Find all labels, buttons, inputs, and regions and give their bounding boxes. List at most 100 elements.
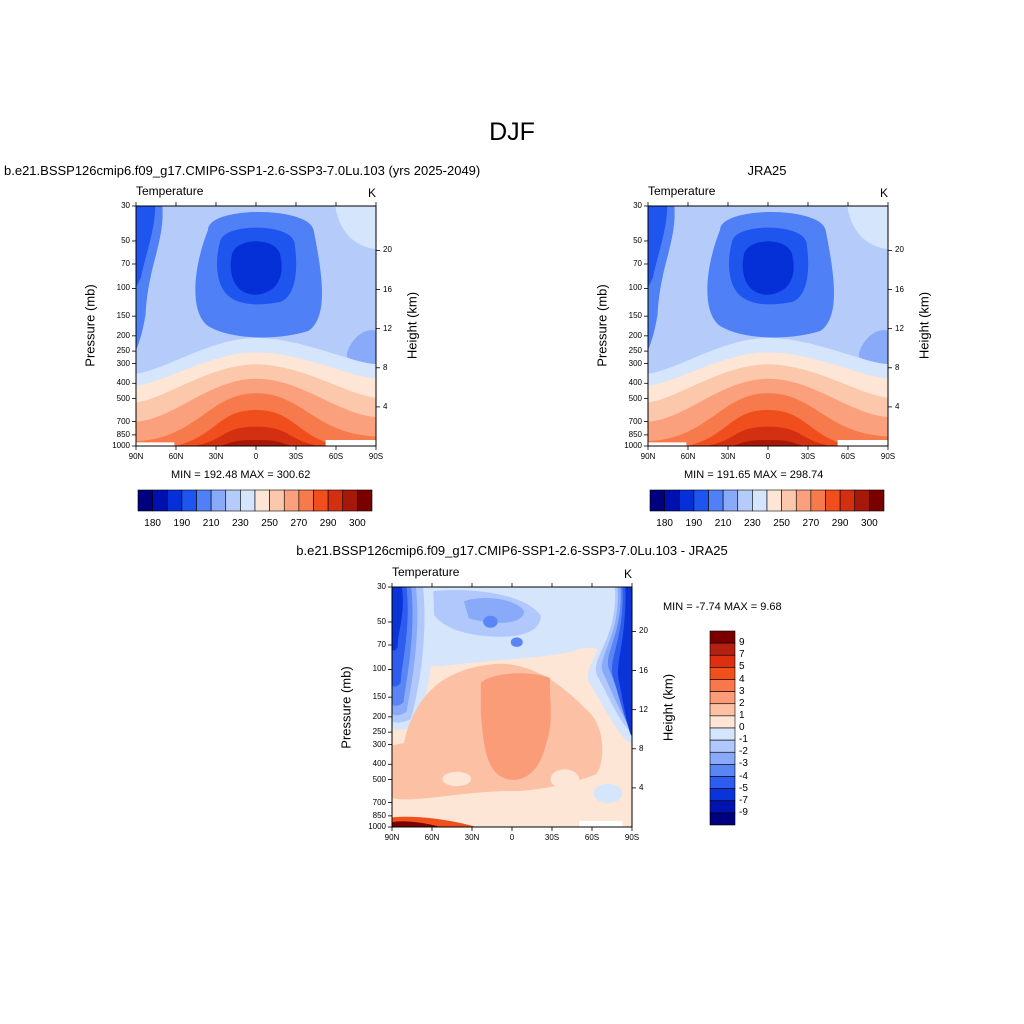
colorbar-label-diff: 2 xyxy=(739,697,745,709)
y-tick-label-obs: 300 xyxy=(628,358,642,368)
colorbar-swatch xyxy=(766,489,782,512)
colorbar-swatch xyxy=(664,489,680,512)
y2-tick-label-model: 4 xyxy=(383,401,388,411)
y-tick-label-model: 300 xyxy=(116,358,130,368)
variable-label-model: Temperature xyxy=(136,184,204,198)
colorbar-swatch xyxy=(240,489,256,512)
contour-fill xyxy=(335,206,376,250)
contour-fill xyxy=(483,615,498,628)
contour-fill xyxy=(194,426,319,446)
y-tick-label-obs: 200 xyxy=(628,330,642,340)
contour-fill xyxy=(742,241,794,295)
contour-fill xyxy=(392,821,440,827)
colorbar-swatch xyxy=(342,489,358,512)
y2-tick-label-diff: 12 xyxy=(639,704,648,714)
colorbar-label-model: 300 xyxy=(349,518,366,529)
plot-area-diff xyxy=(391,586,633,828)
colorbar-label-diff: -4 xyxy=(739,770,748,782)
x-tick-label-obs: 60N xyxy=(680,452,696,461)
x-tick-label-obs: 60S xyxy=(840,452,856,461)
colorbar-swatch xyxy=(781,489,797,512)
y-tick-label-diff: 70 xyxy=(377,639,386,649)
contour-fill xyxy=(346,330,376,365)
x-tick-label-model: 30S xyxy=(288,452,304,461)
y-tick-label-obs: 150 xyxy=(628,311,642,321)
colorbar-label-model: 210 xyxy=(202,518,220,529)
x-tick-label-obs: 30N xyxy=(720,452,736,461)
colorbar-label-obs: 300 xyxy=(861,518,878,529)
colorbar-label-model: 190 xyxy=(173,518,191,529)
contour-fill xyxy=(442,771,472,787)
missing-mask xyxy=(648,442,687,446)
colorbar-swatch xyxy=(709,751,736,765)
colorbar-label-diff: -9 xyxy=(739,806,748,818)
colorbar-label-diff: 1 xyxy=(739,709,745,721)
y-tick-label-obs: 1000 xyxy=(624,441,642,450)
y-tick-label-model: 70 xyxy=(121,258,130,268)
x-tick-label-model: 90S xyxy=(368,452,384,461)
contour-fill xyxy=(858,330,888,365)
y-tick-label-obs: 250 xyxy=(628,346,642,356)
contour-fill xyxy=(510,637,523,647)
x-tick-label-model: 90N xyxy=(128,452,144,461)
colorbar-swatch xyxy=(709,800,736,814)
x-tick-label-model: 60S xyxy=(328,452,344,461)
plot-area-obs xyxy=(647,205,889,447)
contour-fill xyxy=(392,587,403,651)
panel-title-model: b.e21.BSSP126cmip6.f09_g17.CMIP6-SSP1-2.… xyxy=(4,163,481,178)
colorbar-swatch xyxy=(181,489,197,512)
y2-tick-label-model: 8 xyxy=(383,362,388,372)
y-tick-label-diff: 250 xyxy=(372,727,386,737)
colorbar-label-model: 270 xyxy=(290,518,308,529)
colorbar-label-diff: 0 xyxy=(739,722,745,733)
colorbar-swatch xyxy=(854,489,870,512)
colorbar-swatch xyxy=(269,489,285,512)
y-tick-label-model: 500 xyxy=(116,393,130,403)
colorbar-swatch xyxy=(254,489,270,512)
colorbar-swatch xyxy=(708,489,724,512)
colorbar-swatch xyxy=(737,489,753,512)
colorbar-swatch xyxy=(869,489,885,512)
y2-tick-label-model: 12 xyxy=(383,323,392,333)
colorbar-swatch xyxy=(693,489,709,512)
units-label-model: K xyxy=(368,186,377,200)
y-tick-label-model: 400 xyxy=(116,378,130,388)
contour-fill xyxy=(847,206,888,250)
contour-fill xyxy=(617,587,632,736)
y-tick-label-obs: 30 xyxy=(633,201,642,210)
contour-fill xyxy=(706,426,831,446)
x-tick-label-obs: 0 xyxy=(765,452,771,461)
plot-area-model xyxy=(135,205,377,447)
y2-tick-label-obs: 16 xyxy=(895,284,904,294)
y2-tick-label-diff: 8 xyxy=(639,743,644,753)
colorbar-label-model: 290 xyxy=(319,518,337,529)
colorbar-label-obs: 270 xyxy=(802,518,820,529)
units-label-diff: K xyxy=(624,567,633,581)
y-tick-label-diff: 500 xyxy=(372,774,386,784)
colorbar-swatch xyxy=(298,489,314,512)
units-label-obs: K xyxy=(880,186,889,200)
colorbar-label-obs: 230 xyxy=(744,518,761,529)
missing-mask xyxy=(136,442,175,446)
colorbar-swatch xyxy=(196,489,212,512)
x-tick-label-model: 0 xyxy=(253,452,259,461)
colorbar-swatch xyxy=(709,630,736,644)
contour-fill xyxy=(220,440,292,446)
colorbar-swatch xyxy=(709,812,736,826)
colorbar-label-model: 250 xyxy=(261,518,278,529)
y-tick-label-obs: 400 xyxy=(628,378,642,388)
y2-tick-label-obs: 8 xyxy=(895,362,900,372)
colorbar-label-diff: 4 xyxy=(739,673,745,685)
x-tick-label-diff: 90S xyxy=(624,833,640,842)
colorbar-swatch xyxy=(327,489,344,512)
colorbar-label-diff: 5 xyxy=(739,661,745,673)
y2-tick-label-diff: 16 xyxy=(639,665,648,675)
minmax-diff: MIN = -7.74 MAX = 9.68 xyxy=(663,601,782,613)
contour-fill xyxy=(593,783,623,804)
y-tick-label-obs: 500 xyxy=(628,393,642,403)
y2-tick-label-diff: 20 xyxy=(639,626,648,636)
panel-title-obs: JRA25 xyxy=(747,163,787,178)
minmax-model: MIN = 192.48 MAX = 300.62 xyxy=(171,469,311,481)
y-tick-label-diff: 1000 xyxy=(368,822,386,831)
y-tick-label-obs: 700 xyxy=(628,416,642,426)
